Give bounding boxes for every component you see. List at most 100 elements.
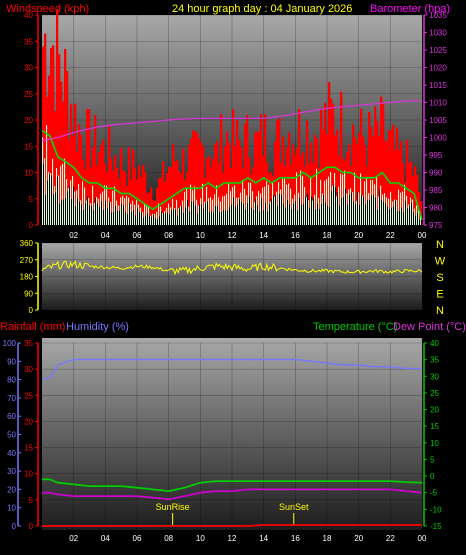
temperature-hour-tick-20: 20 [354, 534, 363, 543]
wind-dark-bar [107, 208, 108, 225]
gust-bar [402, 163, 405, 225]
wind-dark-bar [205, 203, 206, 225]
gust-bar [72, 136, 75, 225]
wind-light-bar [96, 196, 98, 225]
wind-light-bar [70, 180, 72, 225]
wind-hour-tick-08: 08 [164, 231, 173, 240]
temperature-tick-10: 10 [430, 439, 439, 448]
wind-light-bar [130, 203, 132, 225]
rainfall-header: Rainfall (mm) [0, 321, 65, 333]
direction-tick-180: 180 [20, 273, 34, 282]
gust-bar [112, 171, 115, 225]
wind-light-bar [276, 191, 278, 225]
wind-dark-bar [81, 204, 82, 225]
gust-bar [244, 123, 247, 225]
gust-bar [382, 102, 385, 225]
wind-dark-bar [357, 192, 358, 225]
gust-bar [324, 103, 327, 225]
wind-light-bar [312, 200, 314, 225]
wind-light-bar [148, 206, 150, 225]
gust-bar [96, 165, 99, 225]
wind-light-bar [58, 175, 60, 225]
wind-dark-bar [53, 194, 54, 225]
wind-light-bar [42, 137, 44, 225]
wind-dark-bar [263, 210, 264, 225]
wind-dark-bar [347, 204, 348, 225]
gust-bar [162, 161, 165, 225]
wind-dark-bar [297, 210, 298, 225]
gust-bar [168, 167, 171, 225]
wind-dark-bar [101, 201, 102, 225]
wind-light-bar [254, 202, 256, 225]
gust-bar [312, 162, 315, 225]
wind-light-bar [84, 187, 86, 225]
wind-dark-bar [61, 200, 62, 225]
wind-dark-bar [309, 207, 310, 225]
wind-hour-tick-14: 14 [259, 231, 268, 240]
gust-bar [170, 167, 173, 225]
gust-bar [310, 142, 313, 225]
gust-bar [280, 163, 283, 225]
wind-light-bar [144, 202, 146, 225]
temperature-plot-area [42, 338, 422, 530]
gust-bar [184, 180, 187, 225]
wind-dark-bar [187, 199, 188, 225]
wind-dark-bar [299, 197, 300, 225]
barometer-tick-1000: 1000 [429, 134, 447, 143]
gust-bar [48, 75, 51, 225]
gust-bar [398, 149, 401, 225]
wind-dark-bar [397, 211, 398, 225]
wind-light-bar [90, 203, 92, 225]
temperature-header: Temperature (°C) [313, 321, 397, 333]
windspeed-tick-5: 5 [29, 195, 34, 204]
humidity-tick-90: 90 [7, 357, 16, 366]
wind-light-bar [404, 184, 406, 225]
gust-bar [408, 163, 411, 225]
rainfall-tick-10: 10 [24, 470, 33, 479]
wind-dark-bar [93, 210, 94, 225]
barometer-tick-1025: 1025 [429, 46, 447, 55]
windspeed-axis: 0 5 10 15 20 25 30 35 40 [24, 11, 39, 230]
wind-light-bar [370, 180, 372, 225]
gust-bar [378, 135, 381, 225]
gust-bar [152, 200, 155, 225]
gust-bar [252, 166, 255, 225]
temperature-hour-axis: 02 04 06 08 10 12 14 16 18 20 22 00 [69, 534, 427, 543]
gust-bar [104, 164, 107, 225]
wind-dark-bar [269, 204, 270, 225]
gust-bar [60, 81, 63, 225]
gust-bar [146, 193, 149, 225]
gust-bar [132, 149, 135, 225]
wind-dark-bar [235, 206, 236, 225]
wind-light-bar [222, 196, 224, 225]
compass-s-2: S [436, 272, 443, 284]
wind-dark-bar [399, 210, 400, 225]
rainfall-tick-0: 0 [29, 522, 34, 531]
rainfall-line [42, 524, 422, 527]
gust-bar [338, 155, 341, 225]
gust-bar [412, 175, 415, 225]
gust-bar [290, 165, 293, 225]
gust-bar [230, 168, 233, 225]
wind-light-bar [226, 193, 228, 225]
direction-tick-270: 270 [20, 256, 34, 265]
wind-dark-bar [211, 210, 212, 225]
wind-light-bar [114, 186, 116, 225]
gust-bar [384, 141, 387, 225]
wind-light-bar [104, 185, 106, 225]
wind-light-bar [158, 203, 160, 225]
wind-dark-bar [75, 206, 76, 225]
gust-bar [110, 158, 113, 225]
wind-dark-bar [171, 210, 172, 225]
compass-e-3: E [436, 289, 443, 301]
wind-light-bar [344, 170, 346, 225]
gust-bar [226, 131, 229, 225]
temperature-hour-tick-08: 08 [164, 534, 173, 543]
wind-light-bar [178, 208, 180, 225]
wind-light-bar [372, 180, 374, 225]
wind-dark-bar [385, 203, 386, 225]
wind-light-bar [120, 197, 122, 225]
wind-light-bar [182, 200, 184, 225]
wind-light-bar [76, 190, 78, 225]
wind-dark-bar [421, 219, 422, 225]
